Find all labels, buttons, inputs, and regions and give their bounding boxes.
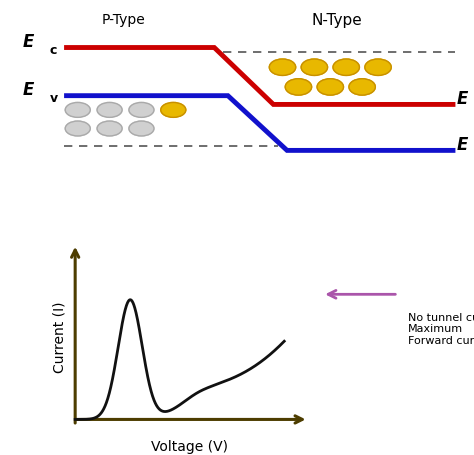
- Ellipse shape: [65, 103, 90, 118]
- Text: No tunnel current
Maximum
Forward current: No tunnel current Maximum Forward curren…: [408, 312, 474, 345]
- Ellipse shape: [269, 60, 296, 76]
- Text: E: E: [456, 90, 468, 108]
- Text: E: E: [23, 81, 35, 99]
- Text: E: E: [23, 33, 35, 51]
- Text: c: c: [49, 44, 57, 57]
- Ellipse shape: [65, 122, 90, 136]
- Ellipse shape: [161, 103, 186, 118]
- Ellipse shape: [301, 60, 328, 76]
- Text: v: v: [49, 92, 58, 105]
- Ellipse shape: [129, 122, 154, 136]
- Ellipse shape: [365, 60, 391, 76]
- Ellipse shape: [97, 122, 122, 136]
- Text: Current (I): Current (I): [53, 301, 67, 372]
- Text: N-Type: N-Type: [312, 14, 363, 28]
- Ellipse shape: [129, 103, 154, 118]
- Ellipse shape: [333, 60, 359, 76]
- Ellipse shape: [317, 80, 344, 96]
- Ellipse shape: [285, 80, 311, 96]
- Ellipse shape: [349, 80, 375, 96]
- Text: P-Type: P-Type: [101, 14, 145, 27]
- Text: Voltage (V): Voltage (V): [151, 439, 228, 453]
- Ellipse shape: [97, 103, 122, 118]
- Text: E: E: [456, 136, 468, 153]
